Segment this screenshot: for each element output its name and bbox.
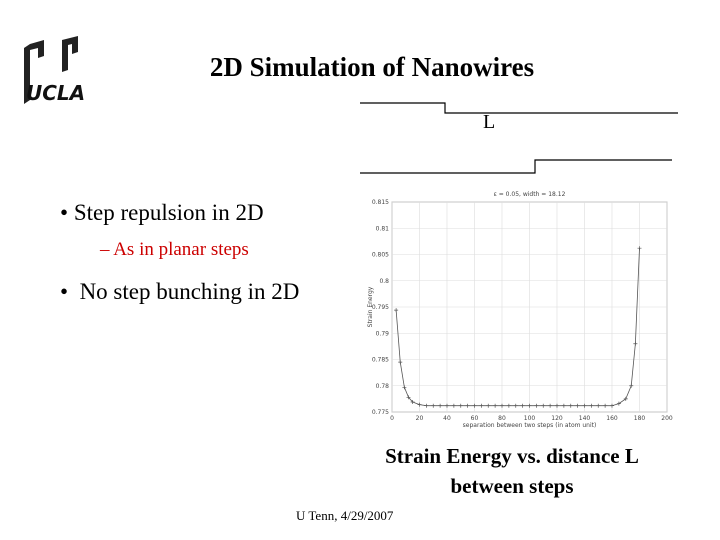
data-point [406, 395, 411, 400]
data-point [424, 403, 429, 408]
data-point [431, 403, 436, 408]
x-tick-label: 80 [498, 415, 506, 422]
data-point [438, 403, 443, 408]
data-point [479, 403, 484, 408]
chart: 0.775 0.78 0.785 0.79 0.795 0.8 0.805 0.81 0.815… [367, 191, 673, 429]
x-tick-label: 20 [416, 415, 424, 422]
data-point [417, 402, 422, 407]
data-point [637, 246, 642, 251]
data-point [568, 403, 573, 408]
data-point [472, 403, 477, 408]
logo: UCLA [24, 36, 85, 105]
sub-bullet: – As in planar steps [100, 239, 249, 260]
logo-text: UCLA [26, 81, 85, 105]
footer: U Tenn, 4/29/2007 [296, 508, 394, 523]
data-point [582, 403, 587, 408]
x-tick-label: 40 [443, 415, 451, 422]
data-point [520, 403, 525, 408]
x-tick-label: 200 [661, 415, 673, 422]
data-point [394, 308, 399, 313]
data-point [410, 400, 415, 405]
bullet: • No step bunching in 2D [60, 279, 300, 304]
data-point [513, 403, 518, 408]
y-axis-label: Strain Energy [367, 286, 374, 327]
y-tick-label: 0.79 [376, 330, 390, 337]
data-point [633, 341, 638, 346]
data-point [616, 401, 621, 406]
y-tick-label: 0.81 [376, 225, 390, 232]
chart-title: ε = 0.05, width = 18.12 [494, 191, 566, 198]
data-point [596, 403, 601, 408]
x-axis-label: separation between two steps (in atom un… [463, 422, 597, 429]
x-tick-label: 140 [579, 415, 591, 422]
x-tick-label: 120 [551, 415, 563, 422]
y-tick-label: 0.8 [379, 278, 389, 285]
data-point [610, 403, 614, 408]
data-point [465, 403, 470, 408]
bullet: • Step repulsion in 2D [60, 200, 264, 225]
data-point [623, 396, 628, 401]
x-tick-label: 180 [634, 415, 646, 422]
y-tick-label: 0.795 [372, 304, 389, 311]
data-point [548, 403, 553, 408]
data-point [398, 360, 403, 365]
data-point [541, 403, 546, 408]
step-diagram [360, 102, 678, 174]
data-point [534, 403, 539, 408]
data-point [451, 403, 456, 408]
data-point [506, 403, 511, 408]
data-point [458, 403, 463, 408]
data-point [402, 385, 407, 390]
x-tick-label: 100 [524, 415, 536, 422]
data-point [561, 403, 566, 408]
sub-bullet-text: As in planar steps [113, 239, 249, 260]
x-tick-label: 160 [606, 415, 618, 422]
y-tick-label: 0.78 [376, 383, 390, 390]
x-tick-label: 60 [471, 415, 479, 422]
bullet-text: Step repulsion in 2D [73, 200, 264, 225]
y-tick-label: 0.805 [372, 252, 389, 259]
data-point [575, 403, 580, 408]
data-point [603, 403, 608, 408]
data-point [500, 403, 504, 408]
data-point [527, 403, 532, 408]
data-point [589, 403, 594, 408]
slide-title: 2D Simulation of Nanowires [209, 52, 535, 82]
data-point [486, 403, 491, 408]
diagram-label: L [483, 111, 495, 133]
data-point [629, 383, 634, 388]
bullet-text: No step bunching in 2D [79, 279, 300, 304]
y-tick-label: 0.815 [372, 199, 389, 206]
y-tick-label: 0.785 [372, 357, 389, 364]
caption: Strain Energy vs. distance L between ste… [385, 444, 639, 498]
x-tick-label: 0 [390, 415, 394, 422]
data-point [493, 403, 498, 408]
data-point [445, 403, 449, 408]
data-point [555, 403, 559, 408]
y-tick-label: 0.775 [372, 409, 389, 416]
